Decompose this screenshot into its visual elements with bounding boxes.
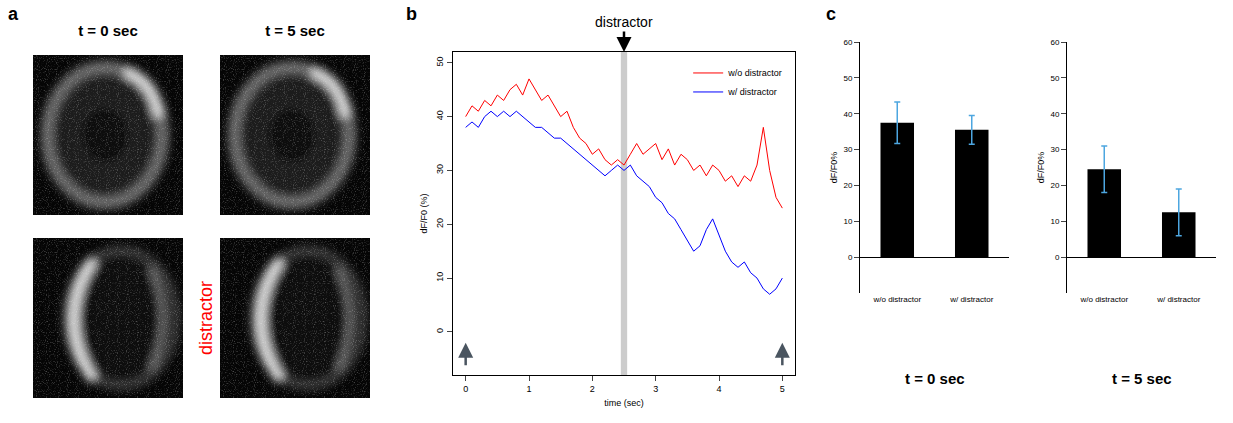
svg-text:20: 20 [843, 181, 852, 190]
svg-text:40: 40 [843, 110, 852, 119]
svg-text:0: 0 [848, 253, 853, 262]
svg-text:30: 30 [843, 145, 852, 154]
svg-text:t = 5 sec: t = 5 sec [265, 22, 325, 39]
html-text:b: b [406, 4, 417, 24]
svg-text:10: 10 [435, 272, 445, 282]
svg-text:2: 2 [590, 384, 595, 394]
svg-text:10: 10 [1050, 217, 1059, 226]
svg-text:20: 20 [435, 218, 445, 228]
html-text:c: c [826, 4, 836, 24]
svg-text:30: 30 [435, 164, 445, 174]
svg-text:w/o distractor: w/o distractor [727, 68, 782, 78]
svg-text:50: 50 [843, 74, 852, 83]
svg-text:50: 50 [1050, 74, 1059, 83]
svg-text:t = 5 sec: t = 5 sec [1112, 370, 1172, 387]
svg-text:w/ distractor: w/ distractor [1156, 295, 1200, 304]
svg-text:distractor: distractor [595, 14, 653, 30]
svg-text:w/ distractor: w/ distractor [949, 295, 993, 304]
svg-text:1: 1 [526, 384, 531, 394]
svg-text:t = 0 sec: t = 0 sec [78, 22, 138, 39]
svg-text:0: 0 [435, 328, 445, 333]
svg-text:5: 5 [780, 384, 785, 394]
svg-text:t = 0 sec: t = 0 sec [905, 370, 965, 387]
svg-text:40: 40 [435, 110, 445, 120]
svg-text:dF/F0 (%): dF/F0 (%) [419, 193, 429, 233]
svg-text:10: 10 [843, 217, 852, 226]
svg-text:20: 20 [1050, 181, 1059, 190]
svg-text:distractor: distractor [196, 281, 216, 355]
svg-text:60: 60 [1050, 38, 1059, 47]
svg-text:60: 60 [843, 38, 852, 47]
svg-text:dF/F0%: dF/F0% [1036, 152, 1046, 184]
svg-text:0: 0 [1055, 253, 1060, 262]
svg-text:w/ distractor: w/ distractor [727, 87, 777, 97]
svg-text:50: 50 [435, 56, 445, 66]
svg-text:w/o distractor: w/o distractor [872, 295, 921, 304]
svg-text:w/o distractor: w/o distractor [1079, 295, 1128, 304]
svg-text:time (sec): time (sec) [604, 398, 644, 408]
svg-text:3: 3 [653, 384, 658, 394]
svg-text:30: 30 [1050, 145, 1059, 154]
svg-text:0: 0 [463, 384, 468, 394]
svg-text:4: 4 [716, 384, 721, 394]
html-text:a: a [8, 4, 18, 24]
svg-text:dF/F0%: dF/F0% [829, 152, 839, 184]
svg-text:40: 40 [1050, 110, 1059, 119]
